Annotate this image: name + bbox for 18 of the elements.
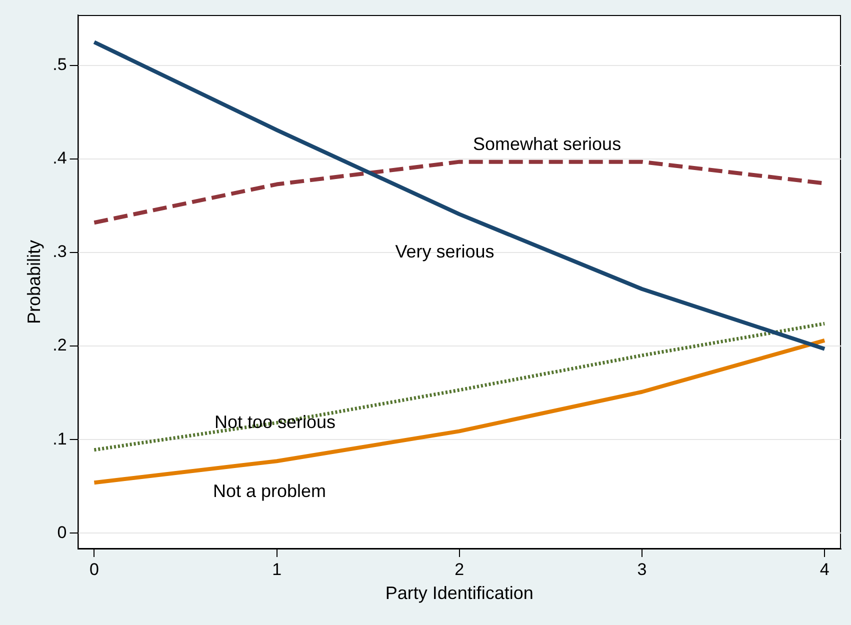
x-tick-label: 3	[637, 560, 647, 579]
y-tick-label: .2	[52, 336, 67, 355]
x-axis-title: Party Identification	[385, 583, 534, 604]
series-label: Not a problem	[212, 480, 326, 501]
series-label: Not too serious	[214, 412, 336, 432]
x-tick-label: 4	[820, 560, 830, 579]
x-tick-label: 0	[89, 560, 99, 579]
series-label: Somewhat serious	[472, 134, 622, 154]
y-tick-label: .5	[52, 55, 67, 74]
x-tick-label: 1	[272, 560, 282, 579]
series-label: Very serious	[395, 241, 494, 262]
y-tick-label: .4	[52, 148, 67, 168]
y-tick-label: .1	[52, 429, 67, 448]
y-tick-label: 0	[57, 522, 67, 542]
x-tick-label: 2	[454, 560, 464, 579]
y-axis-title: Probability	[24, 240, 44, 324]
line-series	[92, 322, 826, 452]
y-tick-label: .3	[52, 242, 67, 262]
